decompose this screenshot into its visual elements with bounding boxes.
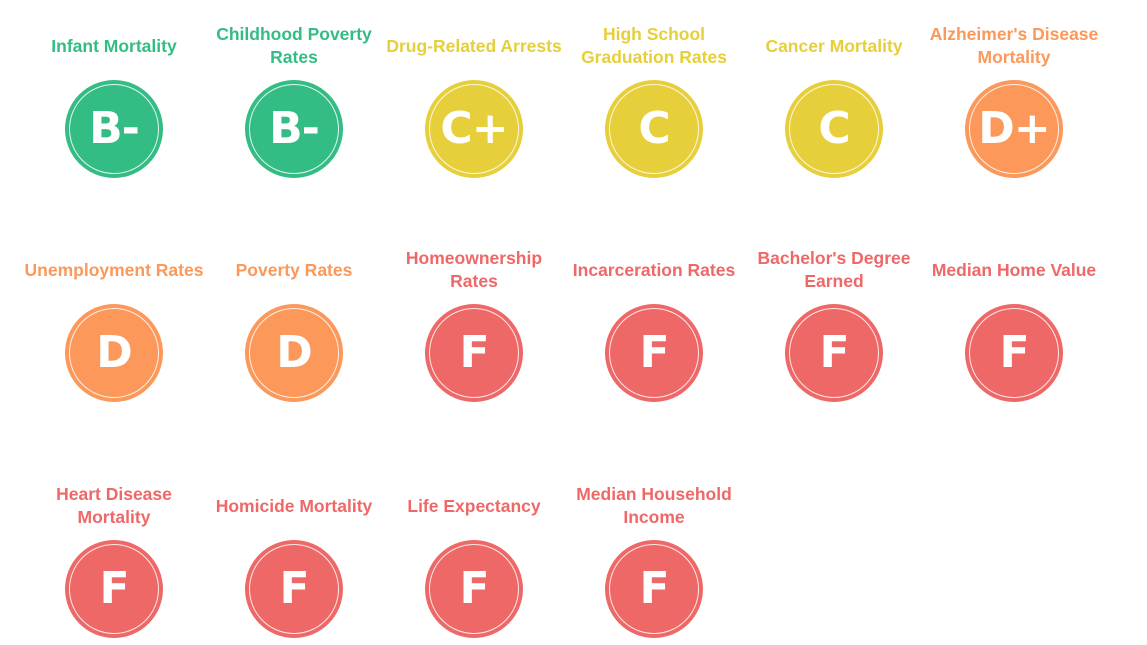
grade-value: F (279, 563, 309, 614)
metric-label: Median Home Value (931, 259, 1097, 280)
grade-badge: B- (65, 80, 163, 178)
grade-badge: F (425, 304, 523, 402)
metric-label: Childhood Poverty Rates (216, 24, 372, 67)
grade-value: D (96, 327, 133, 378)
grade-badge: B- (245, 80, 343, 178)
grade-badge: C+ (425, 80, 523, 178)
grade-value: C (638, 103, 670, 154)
metric-label: Drug-Related Arrests (386, 35, 562, 56)
grade-value: D (276, 327, 313, 378)
grade-badge: F (965, 304, 1063, 402)
grade-value: F (99, 563, 129, 614)
grade-badge: F (785, 304, 883, 402)
metric-label: Homeownership Rates (405, 248, 543, 291)
grade-value: C+ (440, 103, 508, 154)
metric-label: Homicide Mortality (215, 495, 373, 516)
metric-label: Bachelor's Degree Earned (757, 248, 911, 291)
metric-label: Median Household Income (576, 484, 732, 527)
metric-label: Cancer Mortality (765, 35, 903, 56)
metric-label: Infant Mortality (51, 35, 177, 56)
grade-value: C (818, 103, 850, 154)
grade-value: B- (269, 103, 320, 154)
grade-value: F (819, 327, 849, 378)
grade-value: F (639, 327, 669, 378)
metric-label: High School Graduation Rates (581, 24, 727, 67)
grade-value: B- (89, 103, 140, 154)
grade-badge: F (605, 304, 703, 402)
metric-label: Incarceration Rates (572, 259, 736, 280)
metric-label: Unemployment Rates (24, 259, 204, 280)
grade-value: F (459, 563, 489, 614)
grade-badge: F (65, 540, 163, 638)
grade-value: F (999, 327, 1029, 378)
grade-badge: D (65, 304, 163, 402)
metric-label: Life Expectancy (407, 495, 541, 516)
grade-badge: D (245, 304, 343, 402)
grade-badge: F (425, 540, 523, 638)
grade-value: F (639, 563, 669, 614)
grade-value: F (459, 327, 489, 378)
metric-label: Heart Disease Mortality (56, 484, 172, 527)
grade-badge: F (245, 540, 343, 638)
grade-badge: F (605, 540, 703, 638)
metric-label: Alzheimer's Disease Mortality (929, 24, 1099, 67)
grade-badge: C (605, 80, 703, 178)
grade-badge: D+ (965, 80, 1063, 178)
grade-badge: C (785, 80, 883, 178)
metric-label: Poverty Rates (235, 259, 353, 280)
grade-value: D+ (978, 103, 1050, 154)
